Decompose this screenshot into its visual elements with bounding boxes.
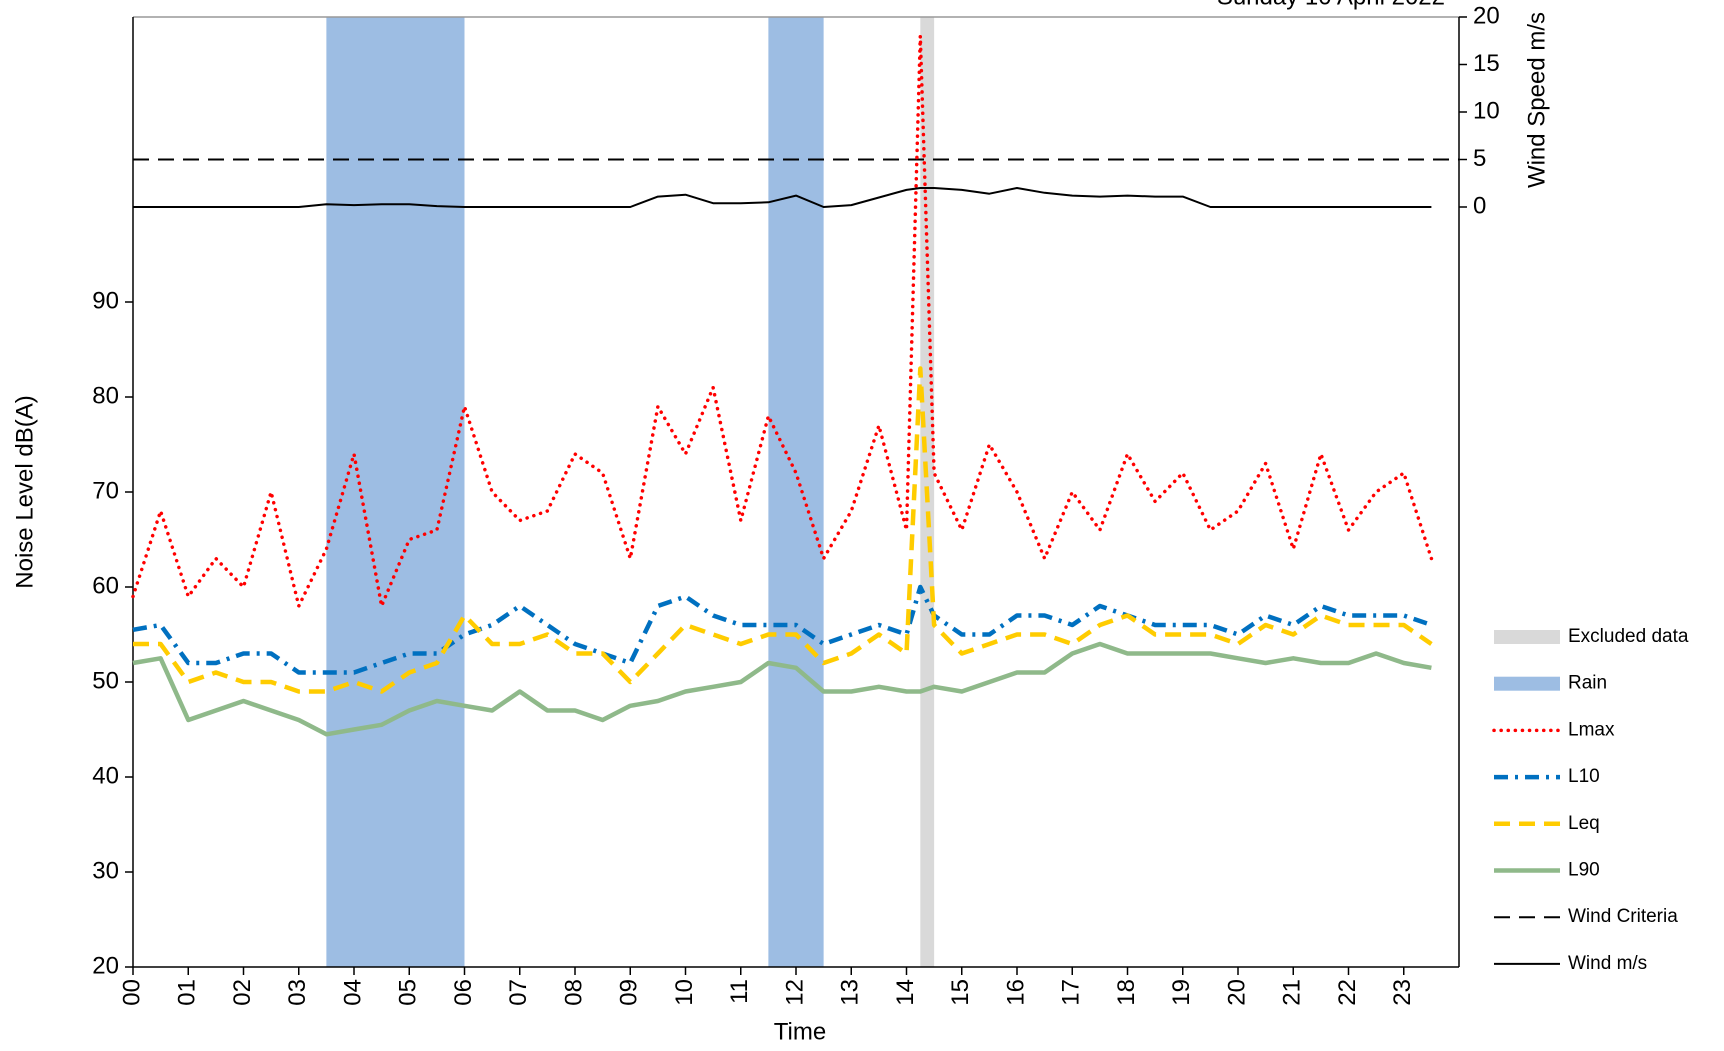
legend-label: Rain <box>1568 673 1607 694</box>
legend-swatch <box>1494 630 1560 644</box>
legend-label: Wind Criteria <box>1568 906 1678 927</box>
y-axis-label: Noise Level dB(A) <box>11 395 38 588</box>
x-tick-label: 10 <box>671 979 698 1006</box>
x-tick-label: 06 <box>450 979 477 1006</box>
y-tick-label: 40 <box>92 762 119 789</box>
y2-tick-label: 10 <box>1473 97 1500 124</box>
series-line <box>132 584 1433 675</box>
y2-tick-label: 0 <box>1473 192 1486 219</box>
x-tick-label: 16 <box>1002 979 1029 1006</box>
x-tick-label: 04 <box>339 979 366 1006</box>
x-tick-label: 05 <box>395 979 422 1006</box>
x-tick-label: 07 <box>505 979 532 1006</box>
series-line <box>133 187 1432 208</box>
x-axis-label: Time <box>774 1018 826 1045</box>
x-tick-label: 19 <box>1168 979 1195 1006</box>
x-tick-label: 01 <box>174 979 201 1006</box>
legend-label: Lmax <box>1568 719 1615 740</box>
legend-swatch <box>1494 676 1560 691</box>
x-tick-label: 17 <box>1058 979 1085 1006</box>
series-line <box>132 641 1432 737</box>
y-tick-label: 70 <box>92 477 119 504</box>
x-tick-label: 15 <box>947 979 974 1006</box>
x-tick-label: 23 <box>1389 979 1416 1006</box>
series-line <box>133 366 1433 694</box>
x-tick-label: 20 <box>1223 979 1250 1006</box>
x-tick-label: 13 <box>837 979 864 1006</box>
x-tick-label: 18 <box>1113 979 1140 1006</box>
shaded-region <box>326 17 465 967</box>
y-tick-label: 50 <box>92 667 119 694</box>
chart-subtitle: Sunday 10 April 2022 <box>1217 0 1445 10</box>
x-tick-label: 21 <box>1279 979 1306 1006</box>
y-tick-label: 80 <box>92 382 119 409</box>
legend-label: L90 <box>1568 860 1600 881</box>
y-tick-label: 90 <box>92 287 119 314</box>
legend-label: Leq <box>1568 813 1600 834</box>
x-tick-label: 11 <box>726 979 753 1004</box>
x-tick-label: 14 <box>892 979 919 1006</box>
y-tick-label: 60 <box>92 572 119 599</box>
legend-label: L10 <box>1568 766 1600 787</box>
x-tick-label: 08 <box>560 979 587 1006</box>
y2-tick-label: 15 <box>1473 50 1500 77</box>
shaded-region <box>768 17 824 967</box>
series-line <box>131 34 1434 608</box>
legend-label: Wind m/s <box>1568 953 1647 974</box>
y2-tick-label: 20 <box>1473 2 1500 29</box>
x-tick-label: 12 <box>781 979 808 1006</box>
x-tick-label: 09 <box>616 979 643 1006</box>
legend-label: Excluded data <box>1568 626 1689 647</box>
x-tick-label: 22 <box>1334 979 1361 1006</box>
y2-axis-label: Wind Speed m/s <box>1523 12 1550 188</box>
y-tick-label: 30 <box>92 857 119 884</box>
x-tick-label: 03 <box>284 979 311 1006</box>
x-tick-label: 00 <box>118 979 145 1006</box>
y-tick-label: 20 <box>92 952 119 979</box>
y2-tick-label: 5 <box>1473 145 1486 172</box>
x-tick-label: 02 <box>229 979 256 1006</box>
